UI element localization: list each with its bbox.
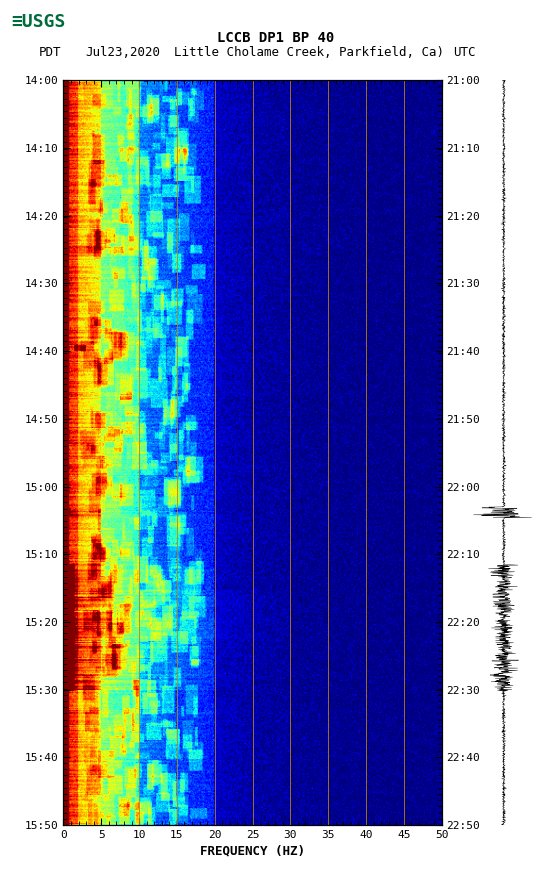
Text: PDT: PDT	[39, 46, 61, 60]
Text: LCCB DP1 BP 40: LCCB DP1 BP 40	[217, 31, 335, 45]
Text: ≡USGS: ≡USGS	[11, 13, 66, 31]
X-axis label: FREQUENCY (HZ): FREQUENCY (HZ)	[200, 844, 305, 857]
Text: Little Cholame Creek, Parkfield, Ca): Little Cholame Creek, Parkfield, Ca)	[174, 46, 444, 60]
Text: Jul23,2020: Jul23,2020	[86, 46, 161, 60]
Text: UTC: UTC	[453, 46, 475, 60]
